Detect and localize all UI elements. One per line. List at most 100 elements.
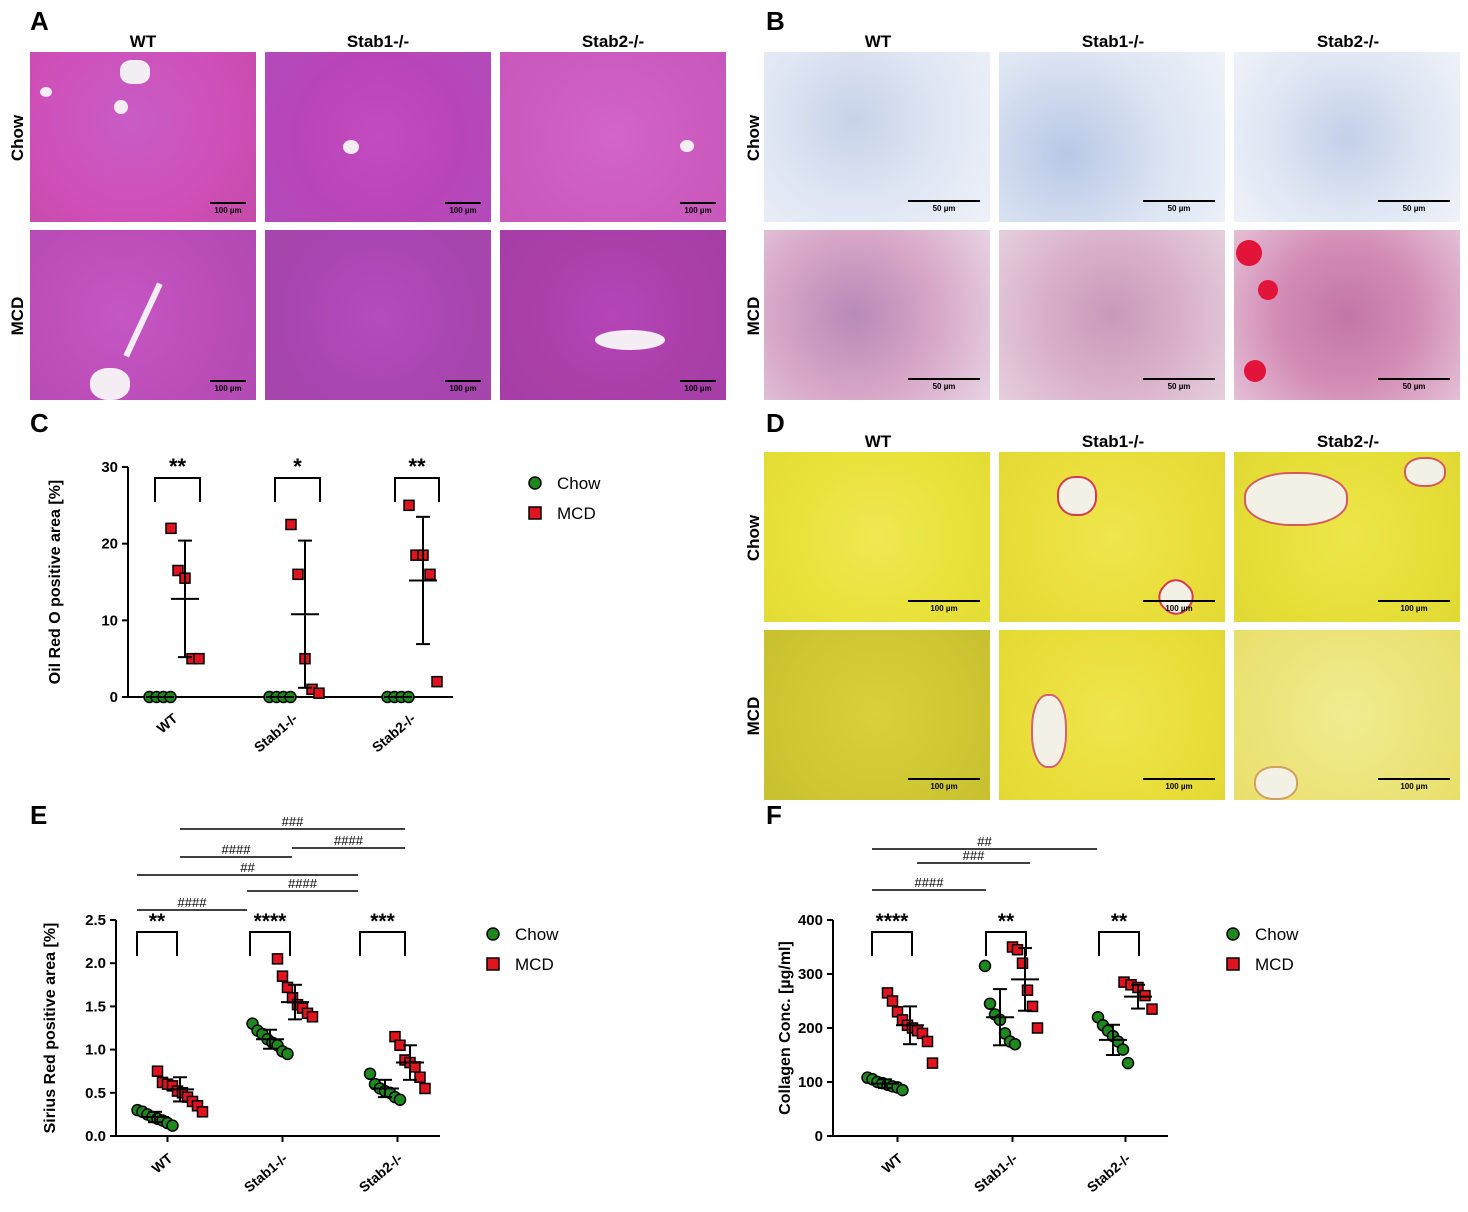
scale-bar-d4 (908, 778, 980, 780)
data-point-mcd (1031, 1022, 1044, 1034)
x-tick-label-c: Stab1-/- (251, 710, 301, 755)
row-header-mcd: MCD (8, 296, 27, 336)
col-header-stab2: Stab2-/- (1316, 32, 1380, 51)
scale-bar-d3 (1378, 600, 1450, 602)
row-header-chow: Chow (744, 114, 763, 162)
scale-label-a1: 100 µm (214, 206, 242, 215)
col-header-stab1: Stab1-/- (1081, 32, 1145, 51)
y-tick-label-f: 100 (798, 1074, 823, 1091)
significance-label-e: ** (149, 910, 166, 933)
panel-letter-c: C (30, 408, 49, 438)
data-point-mcd (285, 518, 297, 531)
legend-marker-chow (486, 927, 500, 941)
scale-label-b6: 50 µm (1402, 382, 1426, 391)
x-tick-label-c: Stab2-/- (369, 710, 419, 755)
x-tick-label-c: WT (153, 710, 180, 737)
x-tick-label-f: Stab1-/- (971, 1150, 1021, 1195)
data-point-mcd (1021, 984, 1034, 996)
significance-bracket-c (274, 477, 321, 502)
sirius-image-stab1-mcd (999, 630, 1225, 800)
panel-letter-e: E (30, 800, 48, 830)
significance-bracket-e (359, 931, 406, 956)
scale-label-b5: 50 µm (1167, 382, 1191, 391)
legend-marker-chow (1226, 927, 1240, 941)
row-header-chow: Chow (8, 114, 27, 162)
he-image-wt-chow (30, 52, 256, 222)
y-tick-label-e: 1.5 (85, 998, 106, 1015)
chart-e: 0.0 0.5 1.0 1.5 2.0 2.5 Sirius Red positive ar… (42, 814, 559, 1195)
y-tick-label-c: 30 (101, 459, 118, 476)
oro-image-stab2-chow (1234, 52, 1460, 222)
significance-bracket-e (249, 931, 291, 956)
data-point-mcd (196, 1106, 209, 1118)
col-header-wt: WT (129, 32, 157, 51)
scale-bar-a5 (445, 380, 481, 382)
significance-bracket-e (136, 931, 178, 956)
legend-label-mcd: MCD (1255, 955, 1294, 974)
significance-label-e: **** (254, 910, 288, 933)
he-image-wt-mcd (30, 230, 256, 400)
scale-bar-a1 (210, 202, 246, 204)
scale-bar-b4 (908, 378, 980, 380)
significance-label-f: ** (1111, 910, 1128, 933)
scale-bar-d5 (1143, 778, 1215, 780)
comparison-label-f: ### (963, 848, 985, 863)
data-point-chow (978, 959, 992, 973)
y-axis-label-f: Collagen Conc. [µg/ml] (777, 941, 794, 1115)
data-point-mcd (1026, 1000, 1039, 1013)
oro-image-wt-chow (764, 52, 990, 222)
legend-label-mcd: MCD (557, 504, 596, 523)
y-tick-label-c: 0 (110, 689, 118, 706)
data-point-chow (393, 1093, 407, 1106)
chart-c: 0 10 20 30 Oil Red O positive area [%] WT Stab… (47, 454, 601, 755)
data-point-mcd (1139, 989, 1151, 1002)
significance-bracket-c (394, 477, 440, 502)
significance-label-f: **** (876, 910, 910, 933)
scale-label-d3: 100 µm (1400, 604, 1428, 613)
data-point-mcd (1146, 1003, 1158, 1015)
scale-bar-d6 (1378, 778, 1450, 780)
scale-label-d1: 100 µm (930, 604, 958, 613)
y-axis-label-c: Oil Red O positive area [%] (47, 480, 64, 685)
y-tick-label-f: 200 (798, 1020, 823, 1037)
col-header-wt: WT (864, 32, 892, 51)
scale-label-a2: 100 µm (449, 206, 477, 215)
y-tick-label-e: 1.0 (85, 1042, 106, 1059)
scale-bar-b3 (1378, 200, 1450, 202)
sirius-image-wt-mcd (764, 630, 990, 800)
data-point-mcd (921, 1035, 934, 1048)
significance-label-c: * (293, 454, 302, 479)
x-tick-label-e: Stab2-/- (356, 1150, 406, 1195)
oro-image-stab1-mcd (999, 230, 1225, 400)
row-header-mcd: MCD (744, 696, 763, 736)
data-point-mcd (431, 675, 443, 688)
data-point-mcd (1011, 943, 1024, 956)
panel-letter-b: B (766, 6, 785, 36)
scale-label-d6: 100 µm (1400, 782, 1428, 791)
data-point-mcd (419, 1082, 431, 1095)
y-tick-label-c: 10 (101, 612, 118, 629)
data-point-mcd (414, 1071, 426, 1083)
scale-label-d5: 100 µm (1165, 782, 1193, 791)
scale-bar-d1 (908, 600, 980, 602)
data-point-mcd (1016, 957, 1029, 969)
comparison-label-e: #### (334, 833, 364, 848)
col-header-stab2: Stab2-/- (1316, 432, 1380, 451)
oro-image-stab2-mcd (1234, 230, 1460, 400)
data-point-mcd (193, 652, 205, 665)
y-tick-label-f: 300 (798, 966, 823, 983)
legend-marker-chow (528, 476, 542, 490)
data-point-chow (1116, 1043, 1130, 1056)
legend-label-mcd: MCD (515, 955, 554, 974)
scale-label-b4: 50 µm (932, 382, 956, 391)
y-tick-label-f: 0 (815, 1128, 823, 1145)
scale-bar-b2 (1143, 200, 1215, 202)
row-header-mcd: MCD (744, 296, 763, 336)
panel-letter-d: D (766, 408, 785, 438)
x-tick-label-e: Stab1-/- (241, 1150, 291, 1195)
legend-marker-mcd (528, 506, 542, 520)
data-point-chow (281, 1047, 294, 1061)
x-tick-label-f: WT (878, 1150, 905, 1177)
legend-label-chow: Chow (557, 474, 601, 493)
